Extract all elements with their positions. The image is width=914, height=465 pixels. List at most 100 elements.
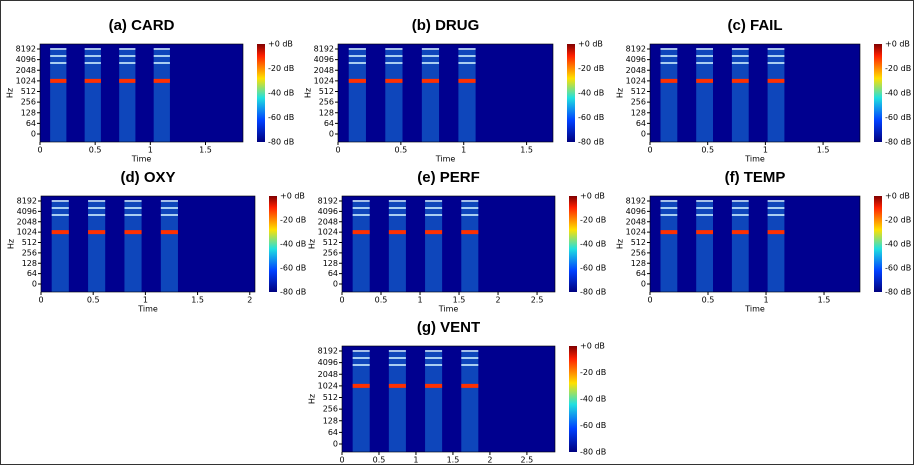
y-axis-label: Hz [308, 394, 317, 404]
y-tick-label: 512 [21, 87, 36, 96]
spectrogram-band [388, 350, 406, 352]
colorbar-label: -80 dB [885, 288, 911, 297]
spectrogram-band [348, 78, 366, 83]
spectrogram-band [696, 78, 713, 83]
spectrogram-band [385, 50, 403, 142]
y-tick-label: 8192 [314, 45, 334, 54]
y-tick-label: 128 [323, 259, 338, 268]
colorbar-label: +0 dB [578, 40, 603, 49]
plot-border [649, 43, 861, 143]
y-tick-label: 0 [641, 130, 646, 139]
colorbar-label: -60 dB [280, 264, 306, 273]
spectrogram-band [425, 207, 443, 209]
spectrogram-band [88, 202, 106, 292]
spectrogram-band [731, 214, 749, 216]
spectrogram-band [153, 55, 170, 57]
colorbar-label: -60 dB [580, 421, 606, 430]
y-tick-label: 256 [22, 248, 37, 257]
spectrogram-band [388, 352, 406, 452]
y-tick-label: 64 [328, 269, 338, 278]
spectrogram-band [51, 202, 69, 292]
spectrogram-band [461, 202, 479, 292]
colorbar-label: -60 dB [268, 113, 294, 122]
spectrogram-band [88, 214, 106, 216]
y-tick-label: 512 [319, 87, 334, 96]
spectrogram-band [348, 62, 366, 64]
spectrogram-band [767, 50, 785, 142]
x-tick-label: 2 [495, 296, 500, 305]
spectrogram-band [696, 200, 713, 202]
spectrogram-band [352, 202, 370, 292]
y-tick-label: 128 [631, 259, 646, 268]
y-tick-label: 256 [631, 98, 646, 107]
colorbar-label: -40 dB [580, 240, 606, 249]
y-tick-label: 64 [636, 119, 646, 128]
spectrogram-band [458, 55, 476, 57]
spectrogram-band [50, 62, 67, 64]
panel-title: (a) CARD [109, 17, 175, 34]
x-tick-label: 1.5 [520, 146, 533, 155]
spectrogram-band [731, 230, 749, 235]
spectrogram-band [731, 55, 749, 57]
spectrogram-band [660, 78, 678, 83]
spectrogram-band [352, 214, 370, 216]
spectrogram-band [731, 200, 749, 202]
spectrogram-band [352, 357, 370, 359]
spectrogram-band [153, 50, 170, 142]
spectrogram-band [153, 48, 170, 50]
spectrogram-band [388, 200, 406, 202]
spectrogram [338, 44, 553, 142]
spectrogram-band [731, 48, 749, 50]
y-tick-label: 64 [26, 119, 36, 128]
x-tick-label: 1 [417, 296, 422, 305]
x-tick-label: 1.5 [817, 146, 830, 155]
panel-title: (b) DRUG [412, 17, 480, 34]
spectrogram-band [660, 202, 678, 292]
spectrogram-band [660, 50, 678, 142]
spectrogram-band [119, 48, 136, 50]
y-tick-label: 2048 [17, 217, 37, 226]
y-axis-label: Hz [6, 88, 15, 98]
y-tick-label: 512 [631, 238, 646, 247]
colorbar-label: -40 dB [580, 395, 606, 404]
spectrogram-band [767, 230, 785, 235]
colorbar-label: -60 dB [885, 264, 911, 273]
spectrogram-band [385, 55, 403, 57]
spectrogram-band [461, 357, 479, 359]
spectrogram-band [461, 200, 479, 202]
spectrogram-band [660, 55, 678, 57]
y-tick-label: 4096 [16, 55, 36, 64]
x-tick-label: 0.5 [701, 146, 714, 155]
spectrogram-band [124, 230, 142, 235]
y-tick-label: 2048 [626, 217, 646, 226]
spectrogram-band [425, 214, 443, 216]
y-tick-label: 128 [21, 108, 36, 117]
panel-title: (e) PERF [417, 169, 480, 186]
spectrogram-band [124, 207, 142, 209]
spectrogram-band [425, 230, 443, 235]
colorbar-label: +0 dB [885, 192, 910, 201]
x-axis-label: Time [744, 305, 765, 314]
spectrogram-band [421, 48, 440, 50]
panel-title: (d) OXY [121, 169, 176, 186]
spectrogram [40, 44, 243, 142]
x-tick-label: 2 [487, 456, 492, 465]
spectrogram-band [119, 50, 136, 142]
y-tick-label: 0 [333, 280, 338, 289]
spectrogram-band [696, 214, 713, 216]
x-tick-label: 0 [647, 146, 652, 155]
spectrogram-band [124, 202, 142, 292]
y-tick-label: 8192 [626, 197, 646, 206]
y-tick-label: 0 [329, 130, 334, 139]
colorbar-label: -20 dB [280, 216, 306, 225]
spectrogram-band [696, 50, 713, 142]
spectrogram-band [388, 230, 406, 235]
spectrogram-band [119, 55, 136, 57]
x-tick-label: 0.5 [702, 296, 715, 305]
y-tick-label: 8192 [318, 197, 338, 206]
x-tick-label: 1 [148, 146, 153, 155]
y-tick-label: 0 [31, 130, 36, 139]
spectrogram-band [425, 202, 443, 292]
plot-border [337, 43, 554, 143]
spectrogram-band [461, 214, 479, 216]
